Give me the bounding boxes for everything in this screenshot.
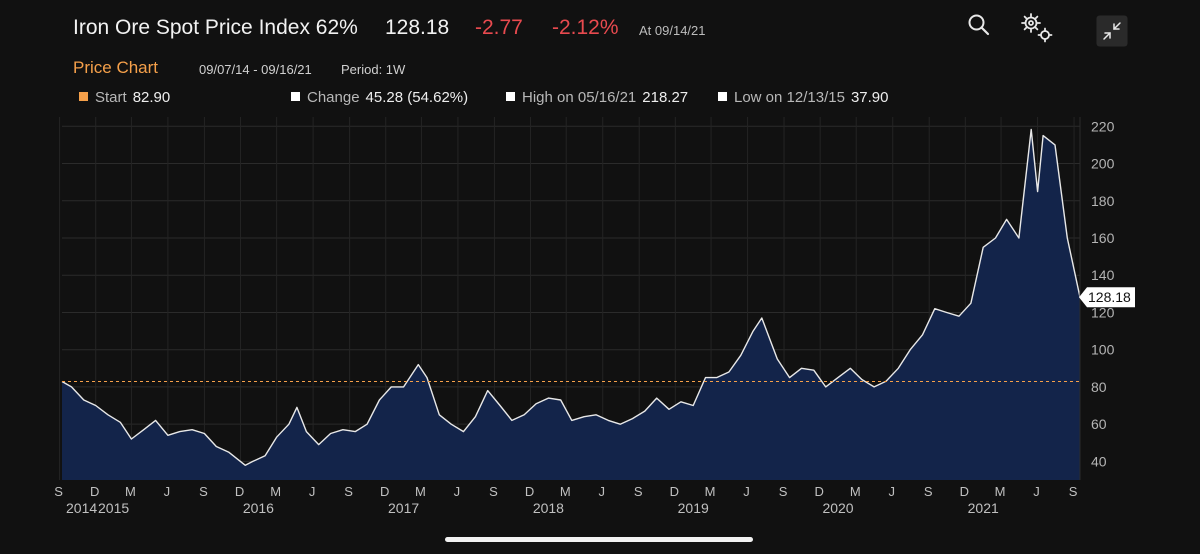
price-chart-label[interactable]: Price Chart <box>73 58 159 77</box>
x-tick-label: J <box>164 484 171 499</box>
legend-start-swatch <box>79 92 88 101</box>
x-tick-label: S <box>1069 484 1078 499</box>
collapse-button[interactable] <box>1096 15 1128 52</box>
page-title: Iron Ore Spot Price Index 62% <box>73 16 358 39</box>
legend-high-label: High on 05/16/21 <box>522 89 637 106</box>
year-label: 2018 <box>533 500 564 516</box>
year-label: 2020 <box>822 500 853 516</box>
x-tick-label: S <box>489 484 498 499</box>
home-indicator[interactable] <box>445 537 753 542</box>
x-tick-label: S <box>344 484 353 499</box>
x-tick-label: J <box>598 484 605 499</box>
x-tick-label: M <box>995 484 1006 499</box>
x-tick-label: S <box>779 484 788 499</box>
legend-high-value: 218.27 <box>642 89 689 106</box>
y-tick-label: 40 <box>1091 453 1107 469</box>
x-tick-label: D <box>814 484 823 499</box>
settings-gears-icon <box>1021 13 1053 43</box>
y-tick-label: 100 <box>1091 342 1115 358</box>
date-range: 09/07/14 - 09/16/21 <box>199 62 312 77</box>
legend-change-swatch <box>291 92 300 101</box>
percent-change: -2.12% <box>552 16 619 39</box>
x-tick-label: S <box>54 484 63 499</box>
last-price: 128.18 <box>385 16 450 39</box>
y-tick-label: 160 <box>1091 230 1115 246</box>
settings-button[interactable] <box>1020 12 1054 49</box>
x-tick-label: S <box>199 484 208 499</box>
x-tick-label: M <box>560 484 571 499</box>
legend-start-value: 82.90 <box>132 89 171 106</box>
y-tick-label: 180 <box>1091 193 1115 209</box>
net-change: -2.77 <box>475 16 523 39</box>
x-tick-label: M <box>415 484 426 499</box>
y-tick-label: 60 <box>1091 416 1107 432</box>
x-tick-label: D <box>90 484 99 499</box>
x-tick-label: D <box>525 484 534 499</box>
legend-low: Low on 12/13/15 37.90 <box>718 89 888 106</box>
last-price-callout-label: 128.18 <box>1088 289 1131 305</box>
last-price-callout <box>1079 287 1135 308</box>
period: Period: 1W <box>341 62 406 77</box>
y-tick-label: 220 <box>1091 118 1115 134</box>
price-line <box>61 128 1081 466</box>
as-of-date: At 09/14/21 <box>639 23 706 38</box>
y-tick-label: 80 <box>1091 379 1107 395</box>
chart-legend: Start 82.90 Change 45.28 (54.62%) High on … <box>73 89 973 109</box>
year-label: 2016 <box>243 500 274 516</box>
y-tick-label: 120 <box>1091 304 1115 320</box>
collapse-icon <box>1096 15 1128 47</box>
legend-change-label: Change <box>307 89 360 106</box>
x-tick-label: J <box>309 484 316 499</box>
search-button[interactable] <box>966 12 992 43</box>
year-label: 2021 <box>968 500 999 516</box>
x-tick-label: D <box>960 484 969 499</box>
legend-high-swatch <box>506 92 515 101</box>
year-label: 2015 <box>98 500 129 516</box>
legend-change-value: 45.28 (54.62%) <box>365 89 469 106</box>
x-tick-label: M <box>125 484 136 499</box>
x-tick-label: J <box>454 484 461 499</box>
legend-low-value: 37.90 <box>850 89 889 106</box>
x-tick-label: M <box>270 484 281 499</box>
legend-change: Change 45.28 (54.62%) <box>291 89 468 106</box>
year-label: 2017 <box>388 500 419 516</box>
header: Iron Ore Spot Price Index 62% 128.18 -2.… <box>73 16 1140 46</box>
search-icon <box>968 14 990 36</box>
legend-start-label: Start <box>95 89 127 106</box>
subheader: Price Chart 09/07/14 - 09/16/21 Period: … <box>73 58 773 80</box>
x-tick-label: D <box>670 484 679 499</box>
legend-low-label: Low on 12/13/15 <box>734 89 845 106</box>
x-tick-label: J <box>888 484 895 499</box>
y-tick-label: 140 <box>1091 267 1115 283</box>
x-tick-label: M <box>850 484 861 499</box>
year-label: 2014 <box>66 500 97 516</box>
legend-start: Start 82.90 <box>79 89 170 106</box>
year-label: 2019 <box>678 500 709 516</box>
x-tick-label: D <box>380 484 389 499</box>
x-tick-label: S <box>924 484 933 499</box>
x-tick-label: J <box>743 484 750 499</box>
price-area <box>62 129 1080 480</box>
x-tick-label: S <box>634 484 643 499</box>
x-tick-label: M <box>705 484 716 499</box>
legend-high: High on 05/16/21 218.27 <box>506 89 688 106</box>
x-tick-label: J <box>1033 484 1040 499</box>
x-tick-label: D <box>235 484 244 499</box>
legend-low-swatch <box>718 92 727 101</box>
y-tick-label: 200 <box>1091 156 1115 172</box>
